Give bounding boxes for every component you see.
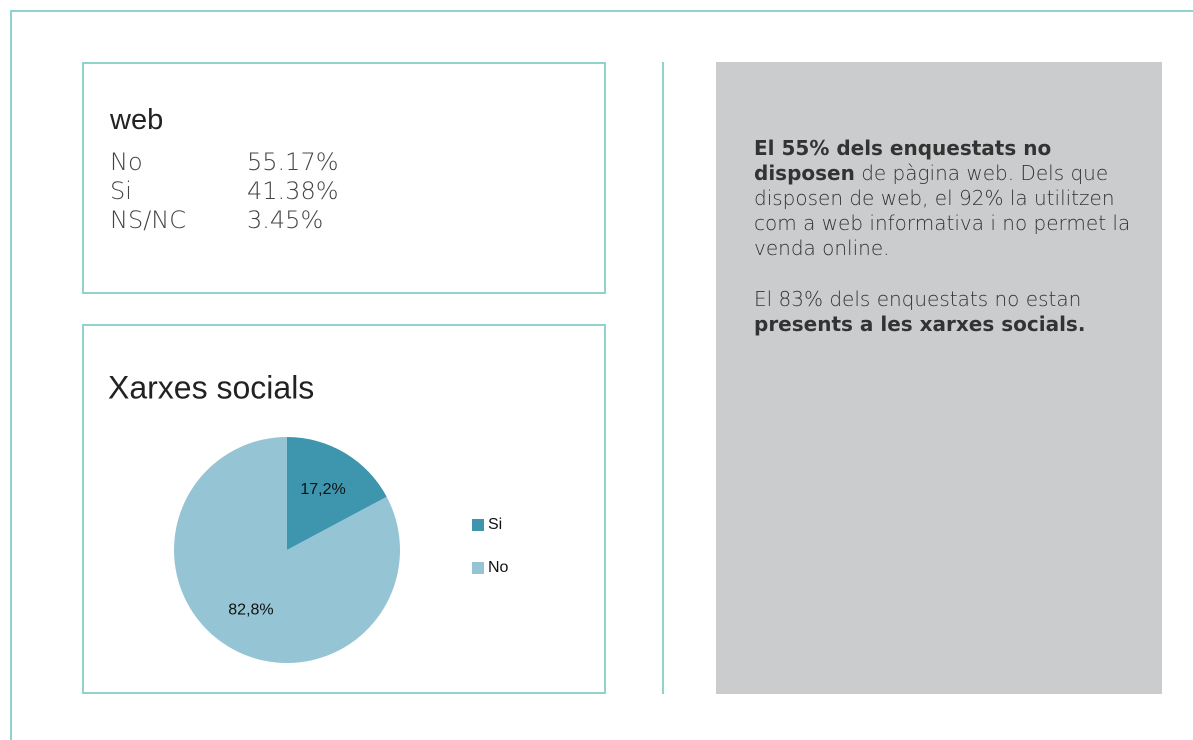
pie-chart: Xarxes socials 17,2% Si 82,8% No	[108, 369, 509, 663]
chart-title: Xarxes socials	[108, 369, 314, 405]
summary-paragraph: El 55% dels enquestats no disposen de pà…	[754, 136, 1132, 261]
text: de pàgina web. Dels que disposen de web,…	[754, 161, 1131, 260]
frame	[10, 10, 1193, 740]
row-value: 55.17%	[247, 148, 339, 176]
web-title: web	[110, 104, 164, 136]
legend-label: Si	[488, 516, 502, 533]
row-value: 3.45%	[247, 206, 324, 234]
row-label: Si	[110, 177, 132, 205]
summary-paragraph: El 83% dels enquestats no estan presents…	[754, 287, 1132, 337]
pie-slice	[287, 437, 387, 550]
pie-slice	[174, 437, 400, 663]
legend-swatch	[472, 519, 484, 531]
row-value: 41.38%	[247, 177, 339, 205]
text: El 83% dels enquestats no estan	[754, 287, 1082, 311]
data-label: 17,2%	[300, 481, 345, 498]
bold-text: El 55% dels enquestats no disposen	[754, 136, 1052, 185]
social-box: Xarxes socials 17,2% Si 82,8% No	[82, 324, 606, 694]
data-label: 82,8%	[228, 601, 273, 618]
row-label: NS/NC	[110, 206, 186, 234]
divider	[662, 62, 664, 694]
row-label: No	[110, 148, 143, 176]
bold-text: presents a les xarxes socials.	[754, 312, 1086, 336]
legend-label: No	[488, 559, 509, 576]
legend-swatch	[472, 562, 484, 574]
summary-panel: El 55% dels enquestats no disposen de pà…	[716, 62, 1162, 694]
web-box: web No 55.17% Si 41.38% NS/NC 3.45%	[82, 62, 606, 294]
